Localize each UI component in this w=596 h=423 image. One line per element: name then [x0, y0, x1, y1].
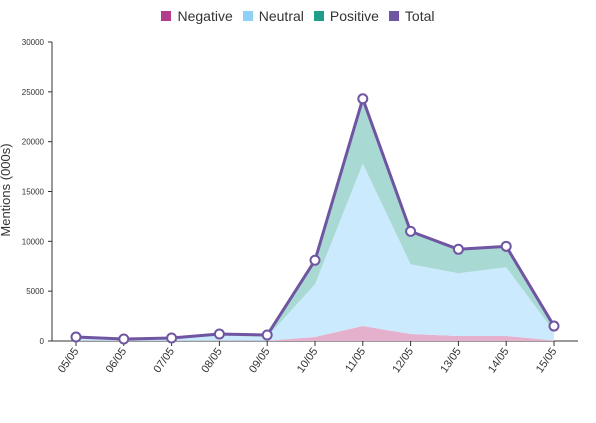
- total-point[interactable]: [118, 333, 130, 345]
- legend-swatch-total: [388, 11, 399, 21]
- legend-label-negative: Negative: [177, 8, 233, 24]
- x-tick-label: 11/05: [343, 346, 368, 375]
- x-tick-label: 15/05: [534, 346, 560, 375]
- x-tick-label: 14/05: [486, 346, 512, 375]
- total-point[interactable]: [500, 240, 512, 252]
- x-tick-label: 06/05: [104, 346, 130, 375]
- y-tick-label: 0: [40, 337, 45, 346]
- area-negative: [76, 326, 554, 341]
- total-point[interactable]: [213, 328, 225, 340]
- x-tick-label: 13/05: [438, 346, 464, 375]
- legend-item-total[interactable]: Total: [388, 8, 435, 24]
- total-point[interactable]: [405, 225, 417, 237]
- legend-label-positive: Positive: [329, 8, 379, 24]
- y-axis-label: Mentions (000s): [0, 143, 13, 236]
- x-tick-label: 12/05: [390, 346, 416, 375]
- total-point[interactable]: [261, 329, 273, 341]
- legend-swatch-negative: [161, 11, 172, 21]
- x-tick-label: 07/05: [151, 346, 177, 375]
- total-point[interactable]: [548, 320, 560, 332]
- area-neutral: [76, 163, 554, 341]
- legend-swatch-positive: [313, 11, 324, 21]
- total-point[interactable]: [452, 243, 464, 255]
- area-layers: [76, 98, 554, 341]
- legend-label-neutral: Neutral: [258, 8, 304, 24]
- legend-swatch-neutral: [242, 11, 253, 21]
- legend-item-negative[interactable]: Negative: [161, 8, 233, 24]
- legend-item-positive[interactable]: Positive: [313, 8, 379, 24]
- y-tick-label: 30000: [22, 38, 45, 47]
- legend-item-neutral[interactable]: Neutral: [242, 8, 304, 24]
- x-axis: 05/05 06/05 07/05 08/05 09/05 10/05 11/05 12/05…: [52, 340, 578, 375]
- total-series: [70, 93, 560, 345]
- legend-label-total: Total: [404, 8, 435, 24]
- x-tick-label: 08/05: [199, 346, 225, 375]
- x-tick-label: 10/05: [295, 346, 321, 375]
- total-point[interactable]: [166, 332, 178, 344]
- total-point[interactable]: [357, 93, 369, 105]
- y-tick-label: 20000: [22, 138, 45, 147]
- x-tick-label: 05/05: [56, 346, 82, 375]
- y-axis: 0 5000 10000 15000 20000 25000 30000: [22, 38, 53, 346]
- x-tick-label: 09/05: [247, 346, 273, 375]
- y-tick-label: 5000: [26, 287, 44, 296]
- chart-legend: Negative Neutral Positive Total: [0, 8, 596, 24]
- y-tick-label: 25000: [22, 88, 45, 97]
- total-point[interactable]: [309, 254, 321, 266]
- y-tick-label: 10000: [22, 237, 45, 246]
- y-tick-label: 15000: [22, 188, 45, 197]
- total-point[interactable]: [70, 331, 82, 343]
